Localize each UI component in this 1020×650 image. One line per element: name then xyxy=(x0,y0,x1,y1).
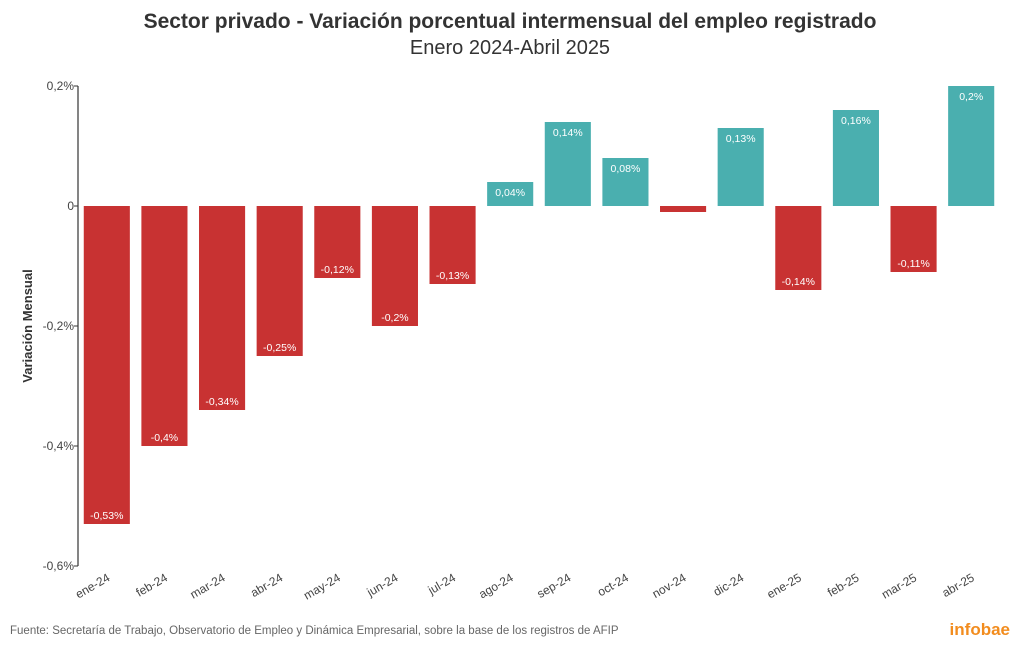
data-labels: -0,53% -0,4% -0,34% -0,25% -0,12% -0,2% -0,13%… xyxy=(90,91,983,522)
x-tick-label: jul-24 xyxy=(425,570,459,597)
bar-jun-24 xyxy=(371,206,418,326)
data-label-mar-24: -0,34% xyxy=(205,396,238,408)
bar-feb-24 xyxy=(141,206,188,446)
bar-nov-24 xyxy=(660,206,707,212)
bar-dic-24 xyxy=(717,128,764,206)
bar-feb-25 xyxy=(832,110,879,206)
bar-abr-24 xyxy=(256,206,303,356)
bar-mar-24 xyxy=(199,206,246,410)
source-note: Fuente: Secretaría de Trabajo, Observato… xyxy=(10,625,619,637)
x-tick-label: abr-25 xyxy=(940,570,977,600)
x-tick-label: ene-24 xyxy=(73,570,113,601)
y-tick-label: -0,4% xyxy=(43,439,75,453)
data-label-sep-24: 0,14% xyxy=(553,127,583,139)
data-label-jun-24: -0,2% xyxy=(381,312,408,324)
bars xyxy=(83,86,995,524)
bar-ene-25 xyxy=(775,206,822,290)
chart-title: Sector privado - Variación porcentual in… xyxy=(143,10,877,33)
x-tick-label: mar-24 xyxy=(188,570,228,601)
data-label-abr-24: -0,25% xyxy=(263,342,296,354)
data-label-ago-24: 0,04% xyxy=(495,187,525,199)
x-tick-label: ene-25 xyxy=(764,570,804,601)
y-axis-label: Variación Mensual xyxy=(20,269,35,382)
x-tick-label: oct-24 xyxy=(595,570,631,599)
x-tick-label: sep-24 xyxy=(535,570,574,601)
bar-abr-25 xyxy=(948,86,995,206)
bar-sep-24 xyxy=(544,122,591,206)
data-label-abr-25: 0,2% xyxy=(959,91,983,103)
x-axis: ene-24 feb-24 mar-24 abr-24 may-24 jun-24 jul-… xyxy=(73,570,977,602)
x-tick-label: mar-25 xyxy=(879,570,919,601)
y-tick-label: 0 xyxy=(67,199,74,213)
chart-subtitle: Enero 2024-Abril 2025 xyxy=(409,37,611,59)
x-tick-label: dic-24 xyxy=(711,570,747,599)
bar-mar-25 xyxy=(890,206,937,272)
x-tick-label: nov-24 xyxy=(650,570,689,601)
bar-ene-24 xyxy=(83,206,130,524)
data-label-feb-24: -0,4% xyxy=(151,432,178,444)
infobae-logo: infobae xyxy=(949,620,1010,639)
bar-jul-24 xyxy=(429,206,476,284)
data-label-oct-24: 0,08% xyxy=(611,163,641,175)
data-label-feb-25: 0,16% xyxy=(841,115,871,127)
data-label-may-24: -0,12% xyxy=(321,264,354,276)
y-tick-label: -0,6% xyxy=(43,559,75,573)
x-tick-label: ago-24 xyxy=(476,570,516,601)
x-tick-label: feb-24 xyxy=(133,570,170,599)
x-tick-label: jun-24 xyxy=(364,570,401,599)
x-tick-label: feb-25 xyxy=(825,570,862,599)
y-tick-label: 0,2% xyxy=(47,79,75,93)
bar-oct-24 xyxy=(602,158,649,206)
data-label-ene-24: -0,53% xyxy=(90,510,123,522)
data-label-dic-24: 0,13% xyxy=(726,133,756,145)
bar-may-24 xyxy=(314,206,361,278)
y-axis: 0,2% 0 -0,2% -0,4% -0,6% xyxy=(43,79,79,573)
data-label-jul-24: -0,13% xyxy=(436,270,469,282)
x-tick-label: may-24 xyxy=(301,570,343,602)
y-tick-label: -0,2% xyxy=(43,319,75,333)
x-tick-label: abr-24 xyxy=(248,570,285,600)
data-label-mar-25: -0,11% xyxy=(897,258,930,270)
bar-ago-24 xyxy=(487,182,534,206)
data-label-ene-25: -0,14% xyxy=(782,276,815,288)
